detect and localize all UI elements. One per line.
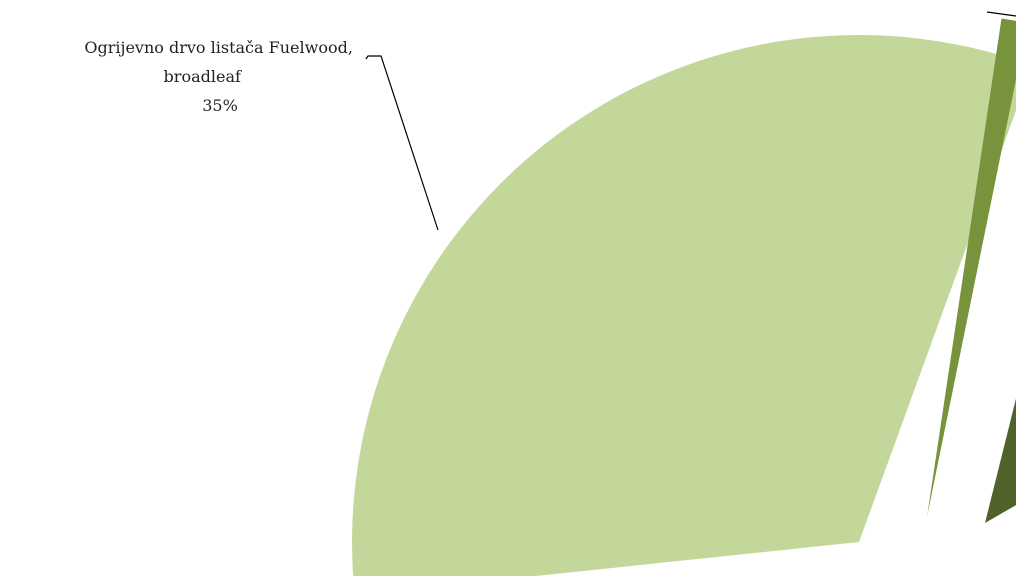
pie-slice-3 <box>985 398 1016 523</box>
leader-line-fuelwood-broadleaf <box>365 55 439 231</box>
slice-label-fuelwood-broadleaf: Ogrijevno drvo listača Fuelwood, broadle… <box>84 38 358 115</box>
pie-slices <box>352 18 1016 576</box>
leader-lines <box>365 11 1016 231</box>
slice-label-value: 35% <box>202 96 238 115</box>
leader-line-right <box>986 11 1016 17</box>
pie-slice-2 <box>927 18 1016 517</box>
pie-slice-1 <box>352 35 1016 576</box>
slice-label-line-2: broadleaf <box>164 67 242 86</box>
slice-label-line-1: Ogrijevno drvo listača Fuelwood, <box>84 38 353 57</box>
